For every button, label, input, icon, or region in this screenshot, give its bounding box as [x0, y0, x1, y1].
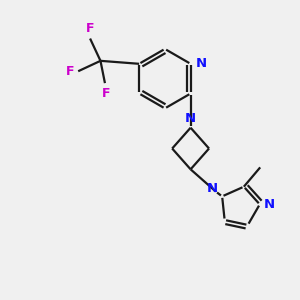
Text: F: F — [66, 65, 75, 78]
Text: F: F — [86, 22, 94, 35]
Text: F: F — [102, 87, 111, 100]
Text: N: N — [196, 57, 207, 70]
Text: N: N — [264, 198, 275, 211]
Text: N: N — [185, 112, 196, 125]
Text: N: N — [207, 182, 218, 195]
